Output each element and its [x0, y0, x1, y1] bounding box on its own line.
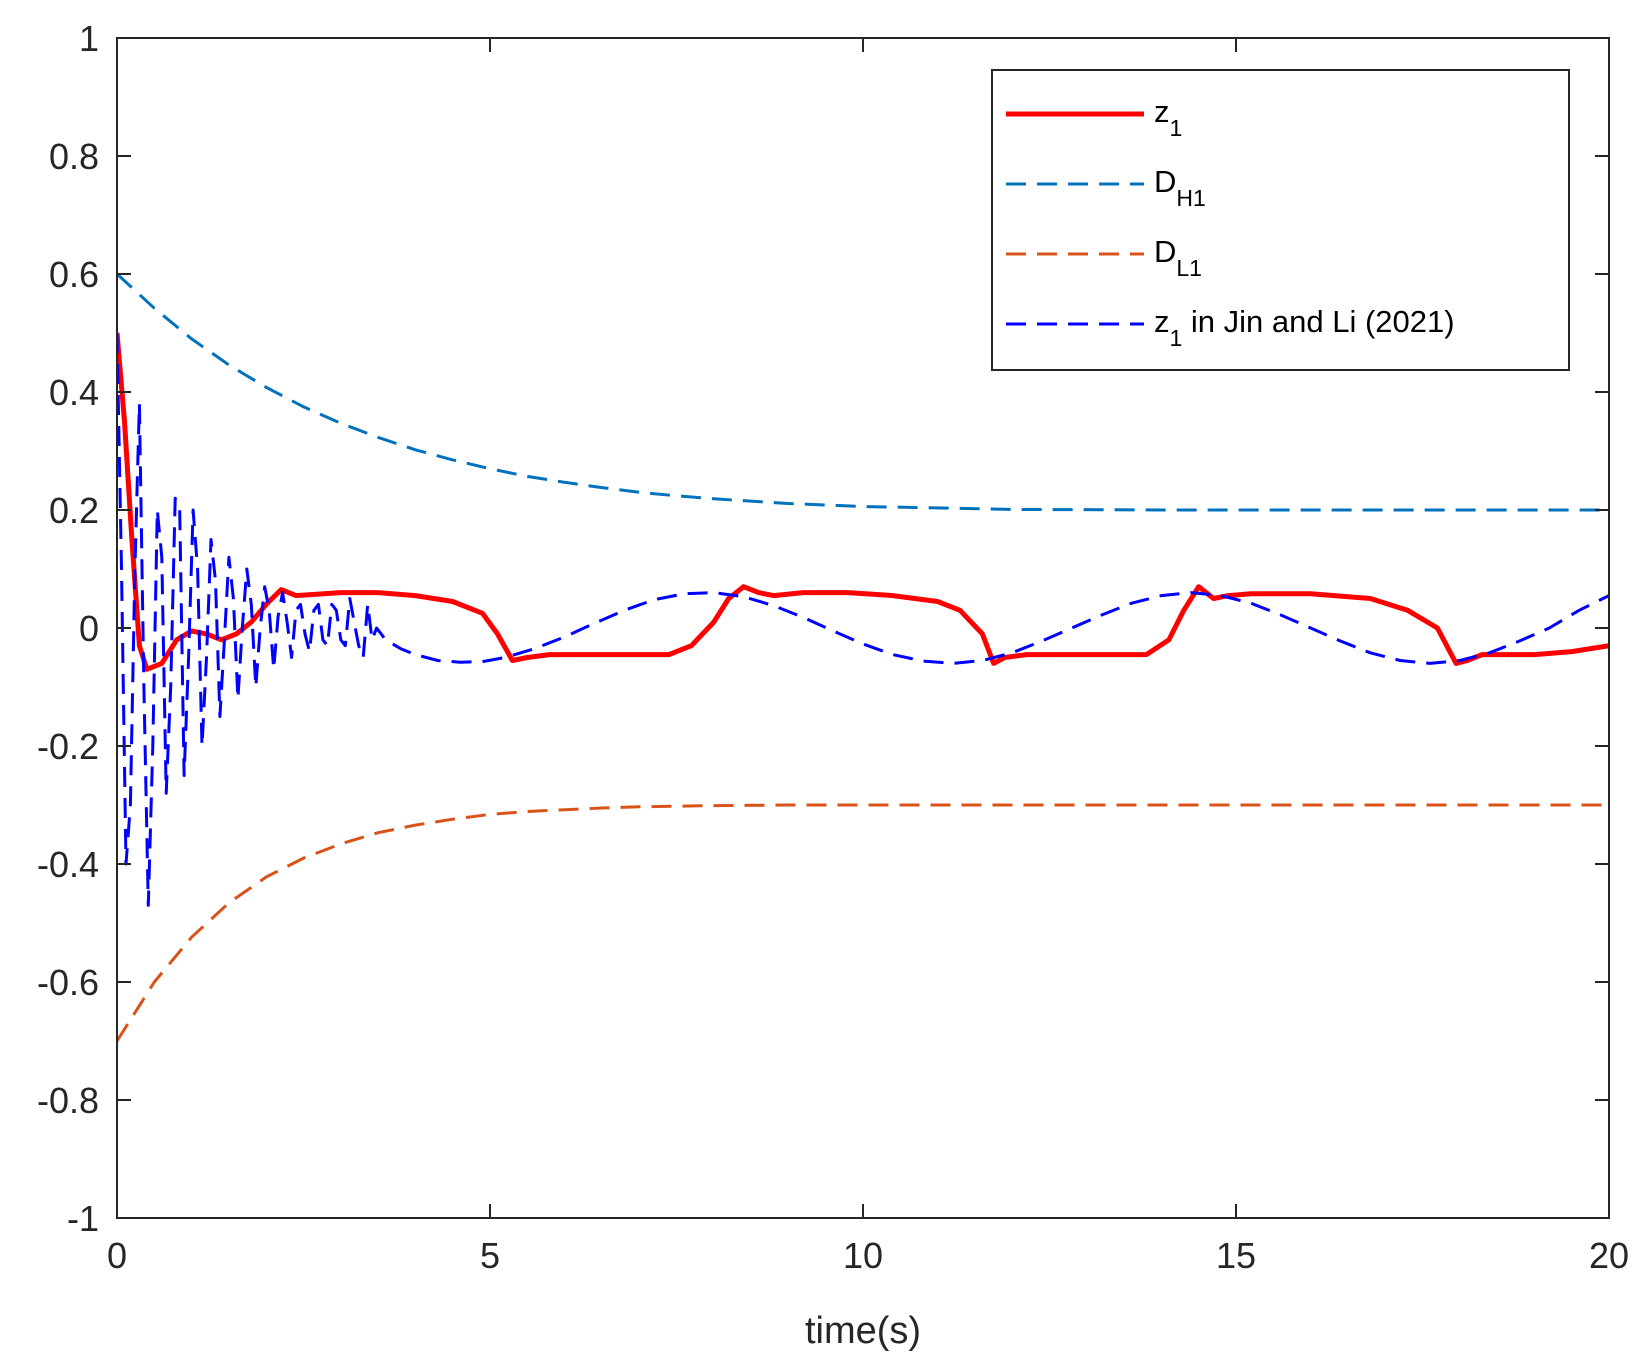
y-tick-label: 0.2	[49, 490, 99, 531]
y-tick-label: -0.2	[37, 726, 99, 767]
y-tick-label: 0.6	[49, 254, 99, 295]
y-tick-label: -0.6	[37, 962, 99, 1003]
series-line-2	[117, 803, 1609, 1042]
legend-label-3: z1 in Jin and Li (2021)	[1154, 304, 1455, 351]
legend-label-0: z1	[1154, 94, 1182, 141]
legend-label-2: DL1	[1154, 234, 1202, 281]
x-tick-label: 20	[1589, 1235, 1629, 1276]
x-tick-label: 5	[480, 1235, 500, 1276]
series-line-1	[117, 272, 1609, 512]
y-tick-label: 0.4	[49, 372, 99, 413]
y-tick-label: -1	[67, 1198, 99, 1239]
x-tick-label: 0	[107, 1235, 127, 1276]
x-axis-label: time(s)	[805, 1310, 921, 1352]
y-tick-label: 1	[79, 18, 99, 59]
x-tick-label: 10	[843, 1235, 883, 1276]
y-tick-label: -0.8	[37, 1080, 99, 1121]
y-tick-label: 0.8	[49, 136, 99, 177]
y-tick-label: 0	[79, 608, 99, 649]
y-tick-label: -0.4	[37, 844, 99, 885]
series-line-0	[117, 332, 1609, 672]
series-line-3	[117, 332, 1609, 907]
x-tick-label: 15	[1216, 1235, 1256, 1276]
legend-box	[991, 69, 1570, 371]
legend-label-1: DH1	[1154, 164, 1206, 211]
legend: z1 DH1 DL1 z1 in Jin and Li (2021)	[991, 69, 1570, 371]
